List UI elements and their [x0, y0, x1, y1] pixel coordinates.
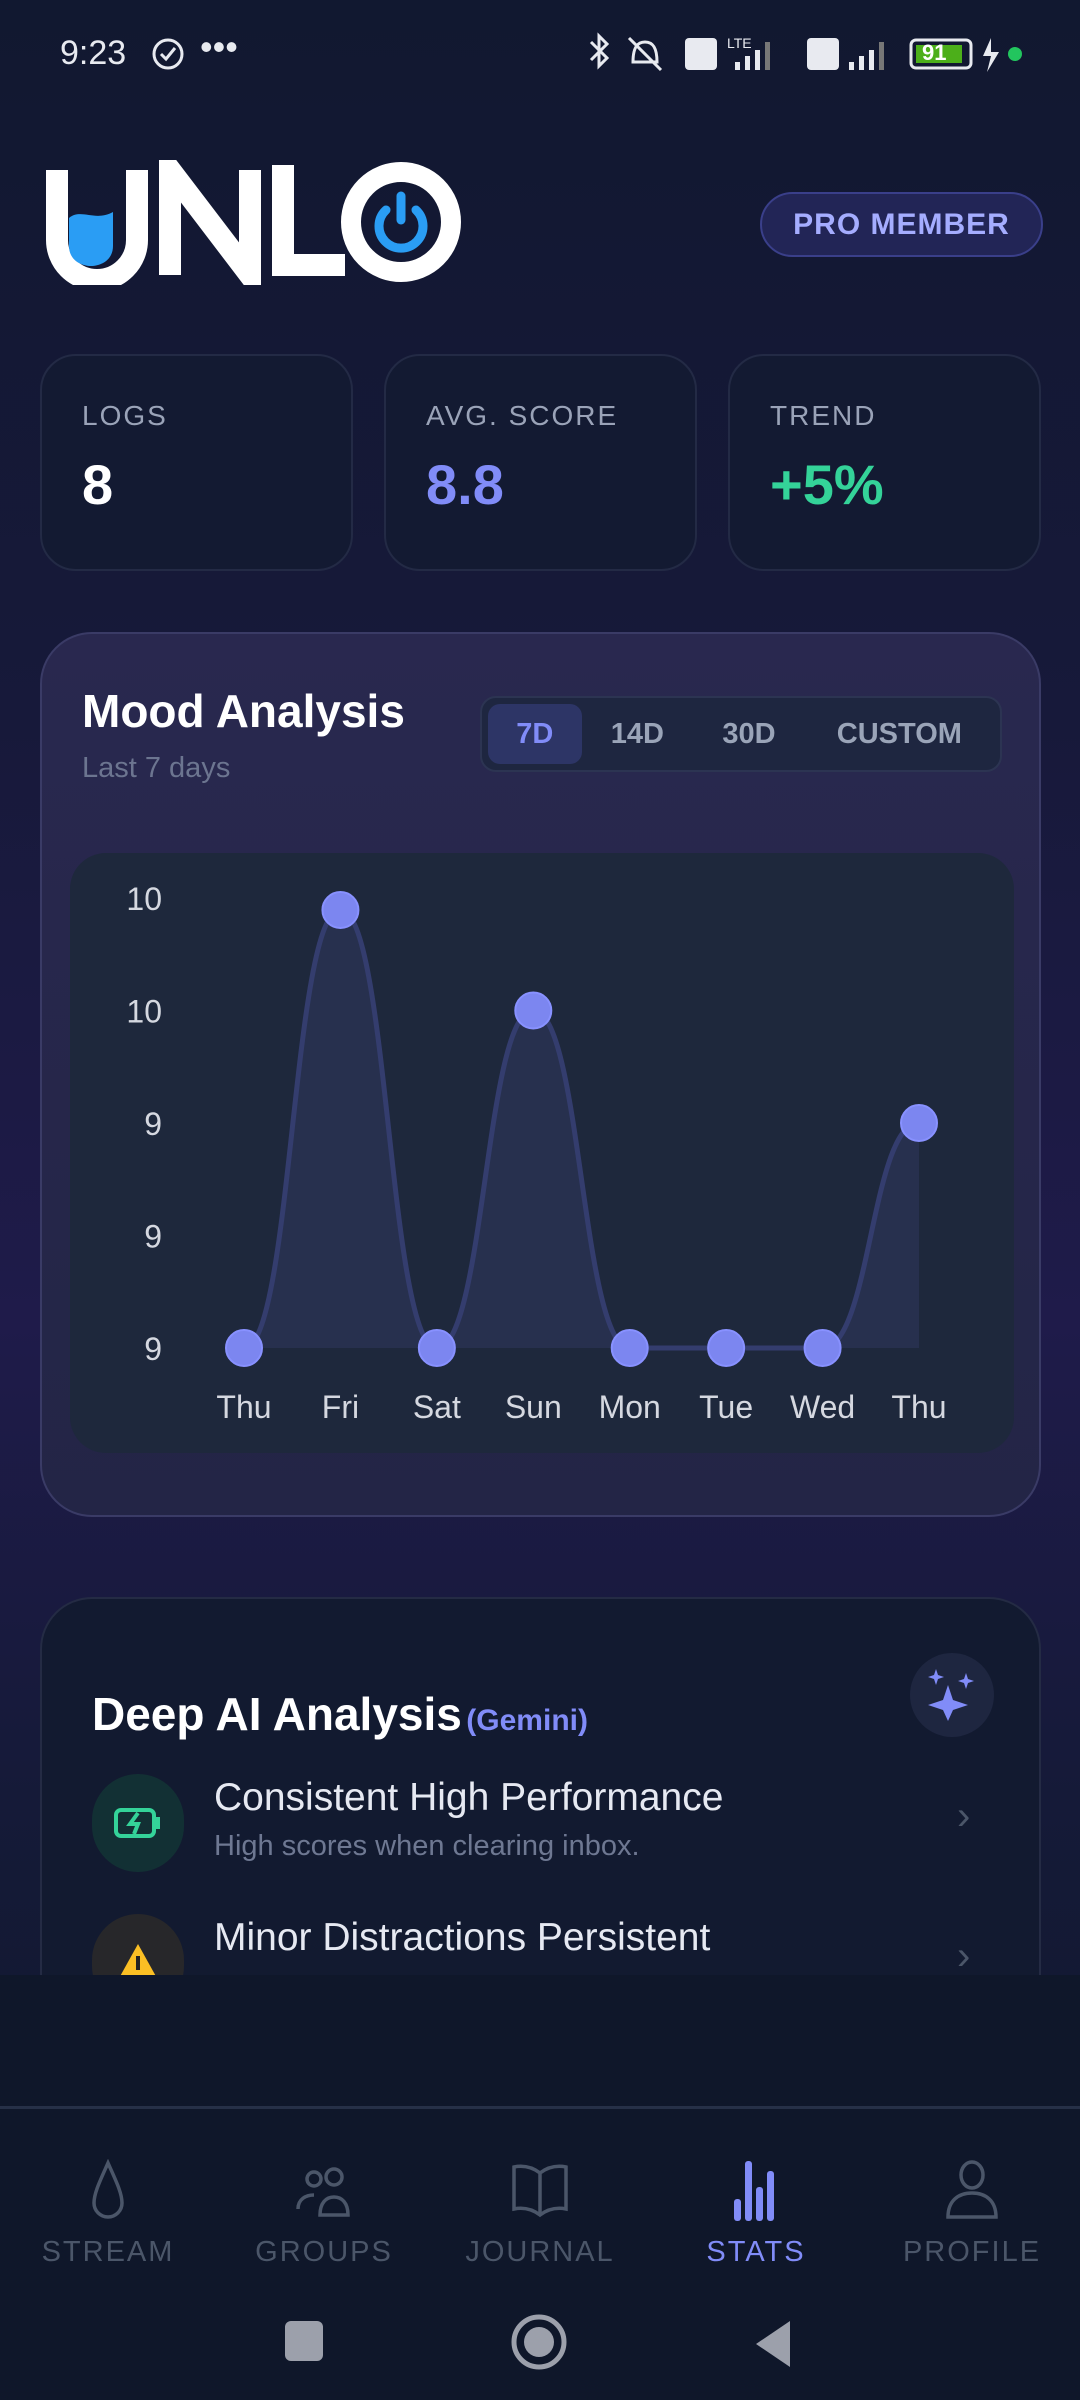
chart-area-fill	[244, 910, 919, 1348]
stat-value: 8	[82, 453, 114, 516]
nav-journal[interactable]: JOURNAL	[432, 2159, 648, 2269]
silent-icon	[627, 36, 663, 72]
data-point	[900, 1104, 938, 1142]
ai-sparkle-button[interactable]	[910, 1653, 994, 1737]
back-button[interactable]	[752, 2319, 792, 2369]
mood-analysis-card: Mood Analysis Last 7 days 7D 14D 30D CUS…	[40, 632, 1041, 1517]
volte-icon	[685, 38, 717, 70]
drop-icon	[92, 2158, 124, 2219]
status-bar: 9:23 ••• LTE 91	[0, 0, 1080, 100]
y-tick-label: 9	[144, 1331, 162, 1367]
recents-button[interactable]	[285, 2319, 325, 2363]
bluetooth-icon	[589, 32, 610, 70]
data-point	[417, 1329, 456, 1367]
range-selector: 7D 14D 30D CUSTOM	[480, 696, 1002, 772]
insight-subtitle: High scores when clearing inbox.	[214, 1830, 640, 1862]
stat-card-avg-score: AVG. SCORE 8.8	[384, 354, 697, 571]
bar-chart-icon	[734, 2161, 774, 2221]
nav-label: PROFILE	[902, 2236, 1042, 2268]
stat-value: 8.8	[426, 453, 504, 516]
more-icon: •••	[200, 26, 238, 67]
data-point	[514, 991, 553, 1030]
x-tick-label: Tue	[699, 1389, 753, 1425]
chevron-right-icon: ›	[957, 1794, 971, 1838]
system-status-icons: LTE	[589, 32, 1022, 72]
data-point	[707, 1329, 746, 1367]
mood-subtitle: Last 7 days	[82, 752, 231, 784]
y-tick-label: 9	[144, 1219, 162, 1255]
svg-text:LTE: LTE	[727, 35, 752, 51]
signal-icon	[849, 42, 884, 70]
x-tick-label: Wed	[790, 1389, 855, 1425]
book-icon	[512, 2164, 568, 2218]
y-tick-label: 10	[126, 881, 162, 917]
stat-label: TREND	[770, 400, 877, 431]
mood-chart: 10 10 9 9 9 Thu Fri Sat Sun Mon Tue Wed Thu	[70, 853, 1014, 1453]
mood-title: Mood Analysis	[82, 685, 405, 737]
nav-stats[interactable]: STATS	[648, 2159, 864, 2269]
sparkles-icon	[928, 1669, 974, 1721]
insight-title: Minor Distractions Persistent	[214, 1916, 711, 1959]
x-tick-label: Sat	[413, 1389, 461, 1425]
data-point	[225, 1329, 263, 1367]
chevron-right-icon: ›	[957, 1934, 971, 1978]
y-tick-label: 10	[126, 994, 162, 1030]
range-custom[interactable]: CUSTOM	[836, 717, 962, 750]
data-point	[610, 1329, 649, 1367]
stat-card-trend: TREND +5%	[728, 354, 1041, 571]
x-tick-label: Sun	[505, 1389, 562, 1425]
insight-item[interactable]: Consistent High Performance High scores …	[42, 1774, 1043, 1884]
x-tick-label: Mon	[599, 1389, 661, 1425]
nav-profile[interactable]: PROFILE	[864, 2159, 1080, 2269]
stat-card-logs: LOGS 8	[40, 354, 353, 571]
pro-member-badge[interactable]: PRO MEMBER	[760, 192, 1043, 257]
charging-icon	[983, 38, 999, 72]
nav-groups[interactable]: GROUPS	[216, 2159, 432, 2269]
content-fade	[0, 1975, 1080, 2106]
nav-label: GROUPS	[255, 2236, 393, 2268]
insight-title: Consistent High Performance	[214, 1776, 724, 1819]
range-7d[interactable]: 7D	[488, 704, 582, 764]
battery-icon	[909, 38, 973, 70]
y-tick-label: 9	[144, 1106, 162, 1142]
unlo-logo	[46, 160, 461, 285]
stat-label: AVG. SCORE	[426, 400, 619, 431]
range-30d[interactable]: 30D	[722, 717, 776, 750]
nav-label: STREAM	[41, 2236, 175, 2268]
stat-value: +5%	[770, 453, 884, 516]
data-point	[803, 1329, 842, 1367]
status-time: 9:23	[60, 34, 127, 72]
person-icon	[946, 2160, 998, 2219]
groups-icon	[296, 2167, 350, 2217]
x-tick-label: Thu	[216, 1389, 271, 1425]
x-tick-label: Thu	[891, 1389, 946, 1425]
data-point	[321, 891, 360, 929]
bottom-nav: STREAM GROUPS JOURNAL STATS PROFILE	[0, 2106, 1080, 2400]
ai-title: Deep AI Analysis	[92, 1688, 462, 1740]
stat-label: LOGS	[82, 400, 168, 431]
nav-stream[interactable]: STREAM	[0, 2158, 216, 2269]
deep-ai-analysis-card: Deep AI Analysis (Gemini) Consistent Hig…	[40, 1597, 1041, 2017]
nav-label: STATS	[706, 2236, 806, 2268]
check-circle-icon	[152, 38, 184, 70]
lte-signal-icon: LTE	[727, 35, 770, 70]
home-button[interactable]	[510, 2313, 568, 2371]
volte-icon	[807, 38, 839, 70]
battery-level: 91	[922, 40, 947, 65]
insight-item[interactable]: Minor Distractions Persistent ›	[42, 1914, 1043, 2024]
x-tick-label: Fri	[322, 1389, 359, 1425]
range-14d[interactable]: 14D	[610, 717, 664, 750]
nav-label: JOURNAL	[465, 2236, 615, 2268]
mood-line-chart: 10 10 9 9 9 Thu Fri Sat Sun Mon Tue Wed Thu	[126, 881, 946, 1425]
ai-provider: (Gemini)	[466, 1704, 588, 1737]
battery-charging-icon	[92, 1774, 184, 1872]
